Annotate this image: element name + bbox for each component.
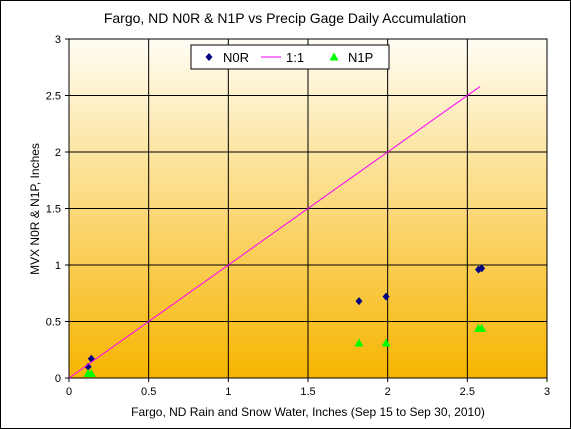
y-axis-label: MVX N0R & N1P, Inches xyxy=(28,143,42,275)
legend-label-n1p: N1P xyxy=(348,50,373,65)
x-tick-label: 3 xyxy=(544,386,550,398)
series-n0r xyxy=(84,264,486,371)
legend-label-1-1: 1:1 xyxy=(286,50,304,65)
data-point-n1p xyxy=(477,323,487,332)
tick-labels: 0 0.5 1 1.5 2 2.5 3 0 0.5 1 1.5 2 2.5 3 xyxy=(46,34,550,398)
y-tick-label: 2 xyxy=(55,147,61,159)
series-1-1 xyxy=(68,86,481,379)
data-point-n1p xyxy=(354,338,364,347)
data-series xyxy=(68,86,487,379)
legend-swatch-n1p xyxy=(329,52,339,61)
data-point-n1p xyxy=(86,368,96,377)
legend-label-n0r: N0R xyxy=(223,50,249,65)
x-tick-label: 0.5 xyxy=(141,386,156,398)
y-tick-label: 1.5 xyxy=(46,204,61,216)
one-to-one-line xyxy=(68,86,481,379)
y-tick-label: 1 xyxy=(55,260,61,272)
data-point-n0r xyxy=(84,362,92,371)
data-point-n0r xyxy=(382,292,390,301)
x-tick-label: 2.5 xyxy=(460,386,475,398)
x-tick-label: 1 xyxy=(225,386,231,398)
legend-box xyxy=(190,44,390,70)
x-axis-label: Fargo, ND Rain and Snow Water, Inches (S… xyxy=(131,405,485,419)
y-tick-label: 0 xyxy=(55,373,61,385)
data-point-n0r xyxy=(478,264,486,273)
series-n1p xyxy=(83,323,487,377)
legend: N0R 1:1 N1P xyxy=(190,44,390,70)
data-point-n0r xyxy=(355,297,363,306)
x-tick-label: 1.5 xyxy=(300,386,315,398)
y-tick-label: 3 xyxy=(55,34,61,46)
y-tick-label: 2.5 xyxy=(46,91,61,103)
data-point-n1p xyxy=(381,338,391,347)
x-tick-label: 0 xyxy=(66,386,72,398)
x-tick-label: 2 xyxy=(385,386,391,398)
y-tick-label: 0.5 xyxy=(46,317,61,329)
chart-title: Fargo, ND N0R & N1P vs Precip Gage Daily… xyxy=(104,10,466,26)
legend-swatch-n0r xyxy=(205,53,213,61)
